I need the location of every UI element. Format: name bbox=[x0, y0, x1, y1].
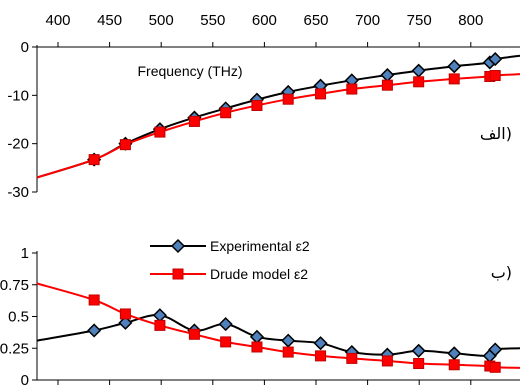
panel-b-series-1-point bbox=[381, 355, 393, 367]
panel-a-y-tick-labels: 0 -10 -20 -30 bbox=[7, 39, 29, 201]
panel-b-series-1-point bbox=[188, 328, 200, 340]
panel-b-y-tick-label: 1 bbox=[21, 245, 29, 262]
panel-b-series-1-point bbox=[88, 294, 100, 306]
panel-a-series-1-point bbox=[489, 70, 501, 82]
panel-b-series-1-point bbox=[346, 352, 358, 364]
panel-b-series-0-point bbox=[313, 336, 328, 351]
panel-a-y-tick-label: -20 bbox=[7, 136, 29, 153]
x-tick-label: 550 bbox=[200, 12, 225, 29]
legend-marker-experimental bbox=[170, 238, 186, 254]
panel-b-series-0-point bbox=[218, 317, 233, 332]
x-tick-label: 750 bbox=[407, 12, 432, 29]
top-axis-tick-labels: 400 450 500 550 600 650 700 750 800 bbox=[45, 12, 483, 29]
panel-b-y-tick-label: 0.75 bbox=[0, 277, 29, 294]
panel-a-y-tick-label: -30 bbox=[7, 184, 29, 201]
panel-a-x-axis-label: Frequency (THz) bbox=[137, 63, 242, 79]
panel-a-series-1-point bbox=[346, 83, 358, 95]
panel-a-series-1-line bbox=[36, 73, 520, 179]
panel-b-series-0-point bbox=[118, 315, 133, 330]
x-tick-label: 400 bbox=[45, 12, 70, 29]
panel-b-series-1-point bbox=[315, 350, 327, 362]
panel-b-series-0-point bbox=[411, 343, 426, 358]
panel-b-series-1-point bbox=[220, 336, 232, 348]
x-tick-label: 600 bbox=[252, 12, 277, 29]
panel-b-y-tick-label: 0.5 bbox=[8, 309, 29, 326]
panel-b-series-1-line bbox=[36, 282, 520, 369]
x-tick-label: 450 bbox=[97, 12, 122, 29]
panel-b-series-0-point bbox=[447, 346, 462, 361]
panel-b-series-0-point bbox=[87, 323, 102, 338]
legend-marker-drude bbox=[172, 268, 184, 280]
panel-b-series-1-point bbox=[448, 359, 460, 371]
panel-b-series-1-point bbox=[154, 319, 166, 331]
legend: Experimental ε2 Drude model ε2 bbox=[150, 238, 310, 282]
panel-b-y-tick-label: 0.25 bbox=[0, 340, 29, 357]
panel-b-series-1-point bbox=[251, 341, 263, 353]
x-tick-label: 700 bbox=[355, 12, 380, 29]
legend-label-experimental: Experimental ε2 bbox=[210, 238, 310, 254]
panel-a-series-1-point bbox=[119, 139, 131, 151]
x-tick-label: 650 bbox=[303, 12, 328, 29]
legend-item-drude: Drude model ε2 bbox=[150, 266, 308, 282]
panel-a-series-0-point bbox=[447, 59, 462, 74]
panel-b-axes bbox=[32, 251, 520, 385]
panel-b-series-0-point bbox=[488, 342, 503, 357]
panel-b-series-1-point bbox=[119, 308, 131, 320]
panel-b-series-1-point bbox=[489, 361, 501, 373]
legend-label-drude: Drude model ε2 bbox=[210, 266, 308, 282]
x-tick-label: 800 bbox=[458, 12, 483, 29]
panel-a-series-1-point bbox=[282, 93, 294, 105]
panel-b-series-0-point bbox=[249, 329, 264, 344]
panel-a-series-1-point bbox=[251, 99, 263, 111]
panel-b-label: ب) bbox=[491, 263, 512, 282]
panel-a-series-0-point bbox=[411, 63, 426, 78]
panel-b-series-1-point bbox=[282, 346, 294, 358]
panel-b-series-1-point bbox=[413, 357, 425, 369]
panel-b-series bbox=[36, 282, 520, 373]
x-tick-label: 500 bbox=[149, 12, 174, 29]
panel-a-series-0-point bbox=[380, 67, 395, 83]
panel-a-series-0-line bbox=[36, 54, 520, 179]
panel-a-label: الف) bbox=[480, 124, 512, 143]
legend-item-experimental: Experimental ε2 bbox=[150, 238, 310, 254]
panel-b-series-0-point bbox=[281, 333, 296, 348]
panel-a-series-1-point bbox=[315, 88, 327, 100]
panel-b-series-0-line bbox=[36, 314, 520, 357]
panel-b-series-0-point bbox=[152, 308, 167, 323]
panel-a-series-1-point bbox=[154, 126, 166, 138]
panel-b-y-tick-labels: 0 0.25 0.5 0.75 1 bbox=[0, 245, 29, 387]
panel-a-series bbox=[36, 52, 520, 179]
panel-a: 0 -10 -20 -30 Frequency (THz) الف) bbox=[7, 39, 520, 201]
panel-a-series-1-point bbox=[188, 115, 200, 127]
panel-a-series-1-point bbox=[220, 107, 232, 119]
panel-b-y-tick-label: 0 bbox=[21, 372, 29, 387]
panel-a-y-tick-label: -10 bbox=[7, 87, 29, 104]
panel-a-series-1-point bbox=[448, 73, 460, 85]
panel-a-axes bbox=[32, 42, 520, 193]
panel-b: 0 0.25 0.5 0.75 1 ب) Experimental ε2 Drude m… bbox=[0, 238, 520, 387]
panel-a-series-1-point bbox=[88, 154, 100, 166]
panel-a-y-tick-label: 0 bbox=[21, 39, 29, 56]
panel-a-series-1-point bbox=[413, 76, 425, 88]
panel-a-series-1-point bbox=[381, 79, 393, 91]
panel-a-series-0-point bbox=[488, 52, 503, 67]
